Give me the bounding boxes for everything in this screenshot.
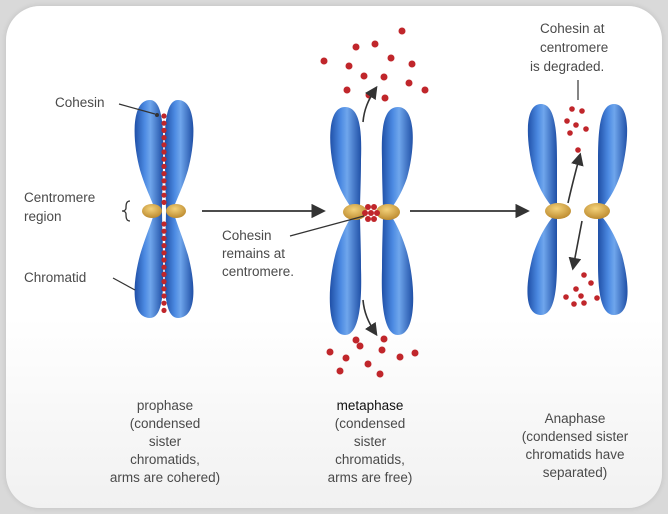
chromatid-leader <box>112 277 136 291</box>
cohesin-dot <box>161 257 167 263</box>
label-centromere-region-2: region <box>24 209 62 224</box>
stage-name: prophase <box>136 398 194 413</box>
degraded-cohesin-bottom <box>563 272 600 307</box>
caption-metaphase: metaphase (condensed sister chromatids, … <box>290 397 450 487</box>
centromere <box>343 204 367 220</box>
stage-description-line: (condensed sister <box>521 429 629 444</box>
label-cohesin-degraded-3: is degraded. <box>530 59 604 74</box>
cohesin-dot <box>161 307 167 313</box>
stage-description-line: chromatids have <box>525 447 625 462</box>
centromere <box>545 203 571 219</box>
cohesin-dots-centromere <box>362 204 380 222</box>
cohesin-dot <box>161 250 167 256</box>
cohesin-dot <box>161 120 167 126</box>
label-cohesin: Cohesin <box>55 95 105 110</box>
cohesin-dots <box>161 113 167 313</box>
cohesin-dot <box>161 149 167 155</box>
stage-description-line: arms are cohered) <box>109 470 221 485</box>
cohesin-dot <box>161 228 167 234</box>
label-centromere-region-1: Centromere <box>24 190 95 205</box>
centromere <box>584 203 610 219</box>
released-cohesin-top <box>320 27 429 102</box>
stage-description-line: arms are free) <box>327 470 413 485</box>
cohesin-leader <box>118 103 156 115</box>
cohesin-dot <box>161 178 167 184</box>
cohesin-dot <box>161 286 167 292</box>
anaphase-chromosome <box>527 80 628 315</box>
chromatid-left <box>134 100 164 318</box>
label-chromatid: Chromatid <box>24 270 86 285</box>
prophase-chromosome <box>134 100 194 318</box>
label-cohesin-degraded-1: Cohesin at <box>540 21 605 36</box>
cohesin-dot <box>161 127 167 133</box>
cohesin-dot <box>161 185 167 191</box>
chromatid-right <box>164 100 194 318</box>
stage-name: metaphase <box>336 398 404 413</box>
centromere <box>166 204 186 218</box>
release-arrow-up <box>362 85 378 123</box>
stage-description-line: (condensed <box>129 416 201 431</box>
cohesin-dot <box>161 243 167 249</box>
cohesin-dot <box>161 279 167 285</box>
chromatid-left <box>527 104 557 315</box>
label-cohesin-degraded-2: centromere <box>540 40 608 55</box>
release-arrow-down <box>362 299 378 337</box>
cohesin-dot <box>161 221 167 227</box>
stage-description-line: chromatids, <box>335 452 405 467</box>
cohesin-dot <box>161 113 167 119</box>
chromatid-left <box>329 107 362 335</box>
cohesin-dot <box>161 156 167 162</box>
cohesin-dot <box>161 300 167 306</box>
metaphase-chromosome <box>320 27 429 378</box>
cohesin-dot <box>161 163 167 169</box>
caption-prophase: prophase (condensed sister chromatids, a… <box>80 397 250 487</box>
cohesin-dot <box>161 271 167 277</box>
chromatid-right <box>598 104 628 315</box>
cohesin-remains-leader <box>289 215 365 237</box>
cohesin-dot <box>161 235 167 241</box>
cohesin-dot <box>161 135 167 141</box>
stage-description-line: (condensed <box>334 416 406 431</box>
cohesin-dot <box>161 264 167 270</box>
stage-description-line: sister <box>353 434 387 449</box>
separation-arrow-up <box>567 152 584 204</box>
released-cohesin-bottom <box>326 335 419 378</box>
label-cohesin-remains-2: remains at <box>222 246 285 261</box>
separation-arrow-down <box>568 220 583 271</box>
degraded-cohesin-top <box>564 106 589 153</box>
cohesin-dot <box>161 293 167 299</box>
chromatid-right <box>381 107 414 335</box>
cohesin-dot <box>161 171 167 177</box>
cohesin-dot <box>161 192 167 198</box>
stage-description-line: sister <box>148 434 182 449</box>
caption-anaphase: Anaphase (condensed sister chromatids ha… <box>495 410 655 482</box>
centromere-brace <box>121 200 131 222</box>
stage-description-line: chromatids, <box>130 452 200 467</box>
cohesin-dot <box>161 199 167 205</box>
label-cohesin-remains-1: Cohesin <box>222 228 272 243</box>
stage-description-line: separated) <box>542 465 608 480</box>
centromere <box>142 204 162 218</box>
stage-name: Anaphase <box>544 411 606 426</box>
centromere <box>376 204 400 220</box>
label-cohesin-remains-3: centromere. <box>222 264 294 279</box>
cohesin-dot <box>161 142 167 148</box>
